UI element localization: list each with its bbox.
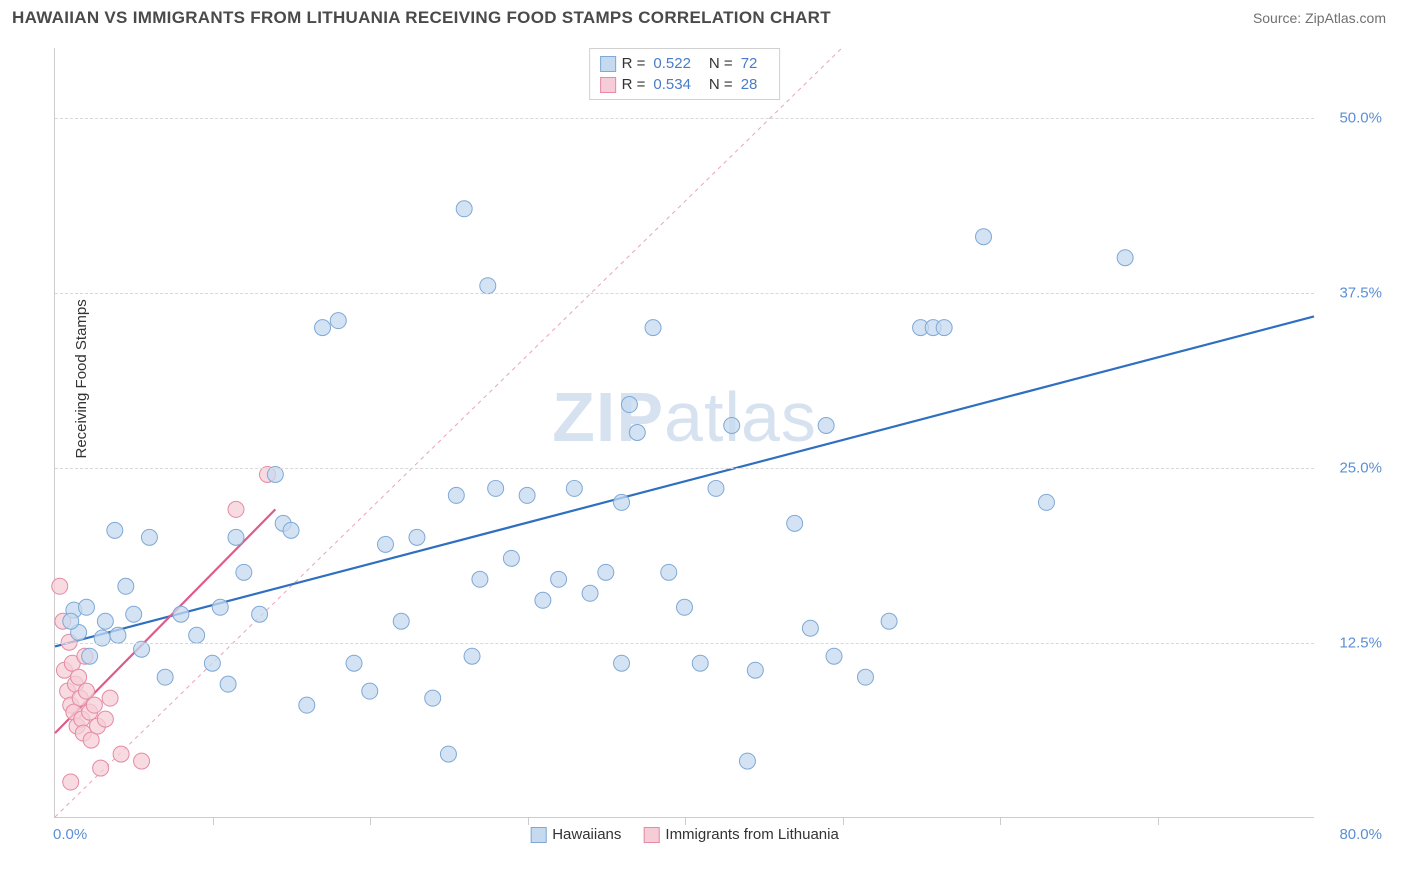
legend-item-hawaiians: Hawaiians	[530, 826, 621, 843]
n-label: N =	[709, 55, 733, 72]
series-legend: Hawaiians Immigrants from Lithuania	[530, 826, 839, 843]
x-minor-tick	[213, 817, 214, 825]
x-minor-tick	[1158, 817, 1159, 825]
stats-legend: R = 0.522 N = 72 R = 0.534 N = 28	[589, 48, 781, 100]
stats-row-lithuania: R = 0.534 N = 28	[600, 74, 770, 95]
stats-row-hawaiians: R = 0.522 N = 72	[600, 53, 770, 74]
y-tick-label: 37.5%	[1339, 285, 1382, 302]
swatch-hawaiians	[530, 827, 546, 843]
y-tick-label: 25.0%	[1339, 460, 1382, 477]
legend-label: Hawaiians	[552, 826, 621, 843]
swatch-lithuania	[600, 77, 616, 93]
n-label: N =	[709, 76, 733, 93]
x-axis-min-label: 0.0%	[53, 826, 87, 843]
source-attribution: Source: ZipAtlas.com	[1253, 10, 1386, 26]
y-tick-label: 12.5%	[1339, 635, 1382, 652]
chart-container: Receiving Food Stamps ZIPatlas 12.5%25.0…	[12, 40, 1394, 860]
x-minor-tick	[1000, 817, 1001, 825]
grid-line	[55, 293, 1314, 294]
r-label: R =	[622, 76, 646, 93]
grid-line	[55, 468, 1314, 469]
legend-label: Immigrants from Lithuania	[665, 826, 838, 843]
r-value-lithuania: 0.534	[653, 76, 691, 93]
x-minor-tick	[843, 817, 844, 825]
swatch-hawaiians	[600, 56, 616, 72]
grid-line	[55, 643, 1314, 644]
chart-header: HAWAIIAN VS IMMIGRANTS FROM LITHUANIA RE…	[0, 0, 1406, 32]
n-value-lithuania: 28	[741, 76, 758, 93]
x-minor-tick	[528, 817, 529, 825]
grid-line	[55, 118, 1314, 119]
swatch-lithuania	[643, 827, 659, 843]
y-tick-label: 50.0%	[1339, 110, 1382, 127]
r-label: R =	[622, 55, 646, 72]
x-minor-tick	[685, 817, 686, 825]
n-value-hawaiians: 72	[741, 55, 758, 72]
chart-title: HAWAIIAN VS IMMIGRANTS FROM LITHUANIA RE…	[12, 8, 831, 28]
r-value-hawaiians: 0.522	[653, 55, 691, 72]
x-minor-tick	[370, 817, 371, 825]
scatter-svg	[55, 48, 1314, 817]
plot-area: ZIPatlas 12.5%25.0%37.5%50.0% 0.0% 80.0%…	[54, 48, 1314, 818]
x-axis-max-label: 80.0%	[1339, 826, 1382, 843]
legend-item-lithuania: Immigrants from Lithuania	[643, 826, 838, 843]
